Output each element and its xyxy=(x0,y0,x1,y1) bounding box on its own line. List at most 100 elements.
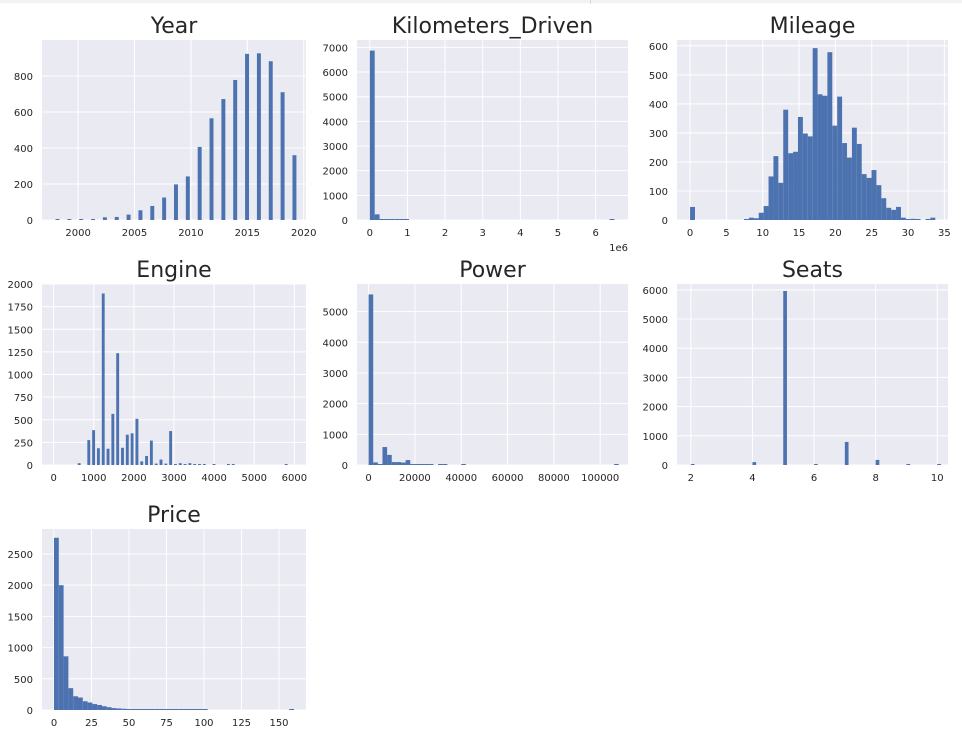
engine-bar xyxy=(226,464,230,465)
mileage-bar xyxy=(915,219,921,220)
kilometers-driven-y-tick-label: 3000 xyxy=(323,142,348,153)
engine-bar xyxy=(116,353,120,465)
engine-bar xyxy=(183,464,187,465)
power-bar xyxy=(414,464,420,465)
price-bar xyxy=(126,709,131,710)
kilometers-driven-bar xyxy=(609,219,615,220)
year-x-tick-label: 2020 xyxy=(291,228,316,239)
price-bar xyxy=(58,585,64,710)
price-bar xyxy=(174,709,179,710)
mileage-x-tick-label: 20 xyxy=(829,228,842,239)
kilometers-driven-x-tick-label: 3 xyxy=(480,228,486,239)
engine-bar xyxy=(145,455,149,465)
year-bar xyxy=(256,53,261,220)
kilometers-driven-title: Kilometers_Driven xyxy=(392,14,593,39)
power-y-tick-label: 4000 xyxy=(323,338,348,349)
mileage-y-tick-label: 200 xyxy=(649,158,668,169)
year-bar xyxy=(102,217,107,220)
kilometers-driven-y-tick-label: 4000 xyxy=(323,117,348,128)
seats-title: Seats xyxy=(782,258,843,283)
engine-x-tick-label: 0 xyxy=(50,473,56,484)
seats-y-tick-label: 1000 xyxy=(643,432,668,443)
year-bar xyxy=(233,79,238,221)
mileage-bar xyxy=(871,170,877,220)
engine-x-tick-label: 2000 xyxy=(121,473,146,484)
power-bar xyxy=(391,462,397,465)
price-bar xyxy=(164,709,170,710)
mileage-bar xyxy=(802,133,808,220)
power-y-tick-label: 2000 xyxy=(323,400,348,411)
mileage-bar xyxy=(842,143,848,220)
year-bar xyxy=(174,184,178,220)
power-bar xyxy=(438,464,443,465)
price-bar xyxy=(78,697,83,710)
year-title: Year xyxy=(150,14,199,39)
kilometers-driven-x-tick-label: 5 xyxy=(555,228,561,239)
mileage-bar xyxy=(905,219,911,220)
mileage-bar xyxy=(900,217,906,220)
mileage-x-tick-label: 30 xyxy=(902,228,915,239)
mileage-bar xyxy=(886,207,892,220)
mileage-bar xyxy=(690,206,695,220)
engine-x-tick-label: 4000 xyxy=(201,473,226,484)
engine-bar xyxy=(169,431,173,465)
engine-bar xyxy=(106,448,110,465)
engine-x-tick-label: 3000 xyxy=(161,473,186,484)
year-bar xyxy=(292,155,297,220)
mileage-bar xyxy=(783,109,789,220)
mileage-x-tick-label: 0 xyxy=(687,228,693,239)
price-bar xyxy=(135,709,141,710)
year-bar xyxy=(221,99,226,220)
year-panel: 2000 2005 2010 2015 2020 0 200 400 600 800 Year xyxy=(14,14,317,239)
year-bar xyxy=(162,197,167,220)
engine-bar xyxy=(125,434,129,465)
engine-bar xyxy=(159,459,163,465)
mileage-bar xyxy=(822,95,828,220)
seats-bar xyxy=(783,291,787,465)
engine-x-tick-label: 6000 xyxy=(282,473,307,484)
engine-bar xyxy=(149,440,153,465)
power-y-tick-label: 3000 xyxy=(323,369,348,380)
year-bar xyxy=(245,53,250,220)
power-bar xyxy=(424,464,429,465)
price-bar xyxy=(116,708,122,710)
engine-bar xyxy=(135,418,139,465)
engine-bar xyxy=(202,464,206,465)
mileage-x-tick-label: 35 xyxy=(938,228,951,239)
mileage-x-tick-label: 15 xyxy=(793,228,806,239)
price-bar xyxy=(111,708,117,710)
power-panel: 0 20000 40000 60000 80000 100000 0 1000 2000 3000… xyxy=(323,258,628,484)
power-x-tick-label: 40000 xyxy=(445,473,477,484)
year-bar xyxy=(209,118,214,220)
price-x-tick-label: 0 xyxy=(51,718,57,729)
engine-y-tick-label: 750 xyxy=(14,393,33,404)
price-panel: 0 25 50 75 100 125 15005001000150020002500Pric… xyxy=(8,503,306,729)
power-bar xyxy=(461,464,466,465)
seats-y-tick-label: 3000 xyxy=(643,373,668,384)
price-bar xyxy=(183,709,189,710)
mileage-bar xyxy=(832,125,838,220)
price-plot-area xyxy=(42,529,306,710)
power-bar xyxy=(382,447,388,465)
seats-x-tick-label: 6 xyxy=(811,473,817,484)
price-bar xyxy=(154,709,160,710)
engine-title: Engine xyxy=(136,258,211,283)
mileage-bar xyxy=(758,212,764,220)
year-bar xyxy=(280,92,285,220)
kilometers-driven-bar xyxy=(369,50,375,221)
mileage-bar xyxy=(851,127,857,220)
mileage-x-tick-label: 5 xyxy=(723,228,729,239)
power-x-tick-label: 20000 xyxy=(399,473,431,484)
kilometers-driven-x-tick-label: 6 xyxy=(592,228,598,239)
kilometers-driven-bar xyxy=(404,219,409,220)
price-y-tick-label: 1000 xyxy=(8,644,33,655)
engine-bar xyxy=(101,293,105,465)
power-y-tick-label: 0 xyxy=(342,461,348,472)
kilometers-driven-bar xyxy=(399,219,405,220)
kilometers-driven-bar xyxy=(379,219,385,220)
kilometers-driven-x-offset-label: 1e6 xyxy=(609,243,628,254)
seats-y-tick-label: 2000 xyxy=(643,403,668,414)
engine-bar xyxy=(198,464,201,465)
mileage-x-tick-label: 25 xyxy=(865,228,878,239)
